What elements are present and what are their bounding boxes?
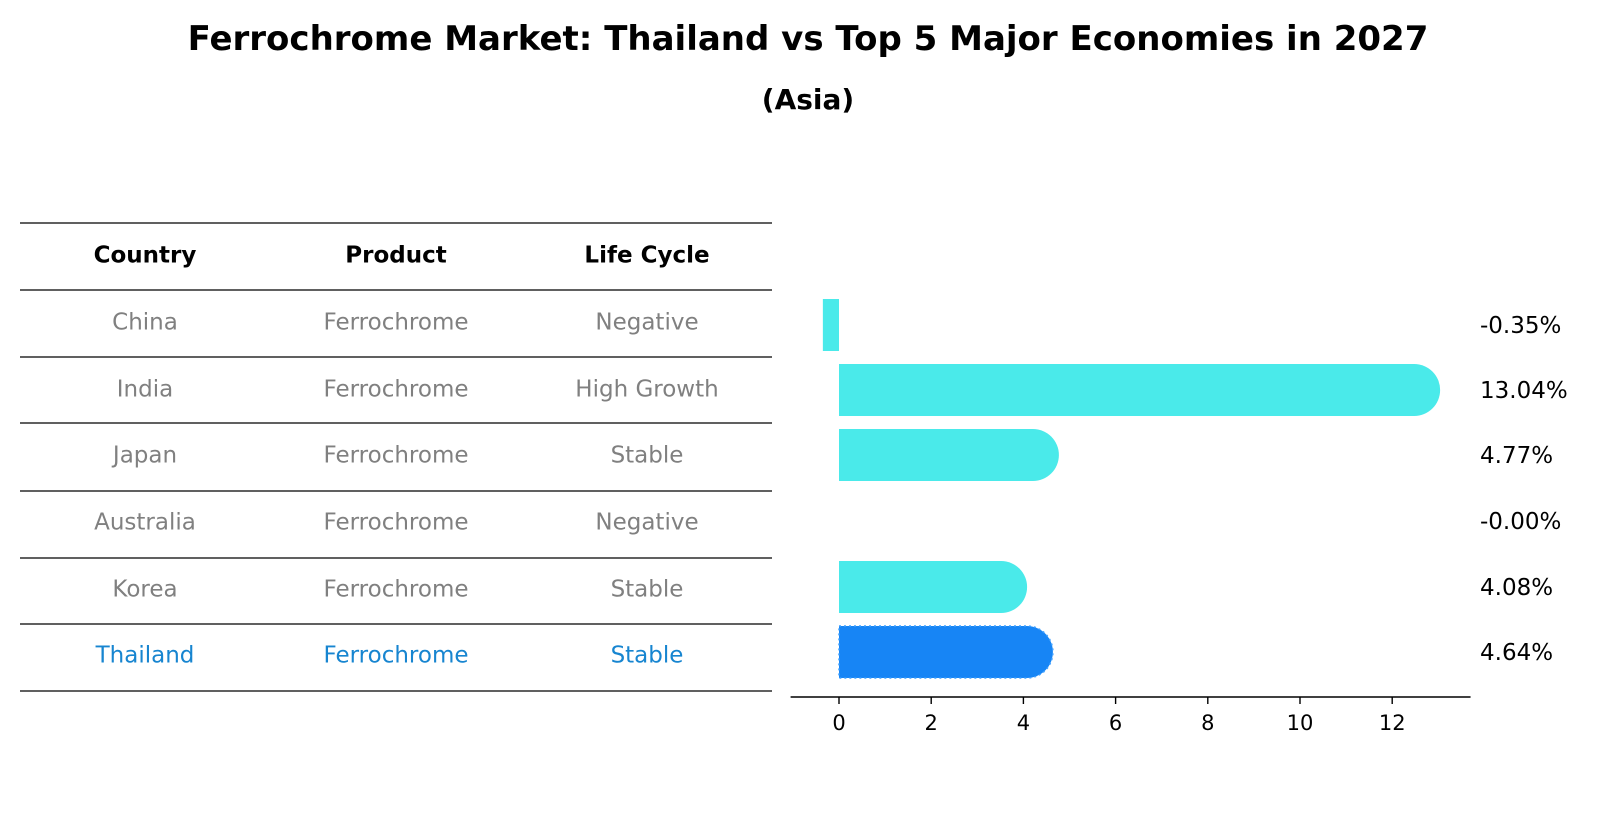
table-cell: Ferrochrome xyxy=(324,577,469,603)
data-table: Country Product Life Cycle China Ferrochrome… xyxy=(20,222,772,692)
bar-mark xyxy=(822,299,839,351)
x-axis: 0 2 4 6 8 10 12 xyxy=(790,696,1471,735)
table-cell: India xyxy=(117,377,173,403)
x-tick-label: 8 xyxy=(1201,711,1214,735)
bar-mark xyxy=(839,561,1028,613)
bar-australia: -0.00% xyxy=(1480,509,1561,535)
value-label: 13.04% xyxy=(1480,378,1568,404)
table-cell: Negative xyxy=(595,310,698,336)
table-cell: Thailand xyxy=(95,643,195,669)
bar-mark xyxy=(839,364,1441,416)
bar-mark xyxy=(839,429,1059,481)
bar-korea: 4.08% xyxy=(839,561,1553,613)
bar-china: -0.35% xyxy=(822,299,1561,351)
table-cell: Stable xyxy=(611,643,684,669)
x-tick-label: 6 xyxy=(1109,711,1122,735)
table-header-cell: Country xyxy=(94,243,197,269)
bar-highlight-outline xyxy=(838,625,1054,679)
table-cell: Stable xyxy=(611,577,684,603)
x-tick-label: 0 xyxy=(832,711,845,735)
x-tick-label: 2 xyxy=(925,711,938,735)
table-cell: High Growth xyxy=(575,377,718,403)
value-label: 4.77% xyxy=(1480,443,1553,469)
table-cell: Japan xyxy=(111,443,177,469)
chart-title: Ferrochrome Market: Thailand vs Top 5 Ma… xyxy=(188,19,1429,59)
table-cell: Australia xyxy=(94,510,196,536)
table-cell: Ferrochrome xyxy=(324,643,469,669)
table-header-cell: Life Cycle xyxy=(584,243,709,269)
table-cell: Ferrochrome xyxy=(324,377,469,403)
x-tick-label: 4 xyxy=(1017,711,1030,735)
bar-thailand: 4.64% xyxy=(838,625,1553,679)
value-label: -0.35% xyxy=(1480,313,1561,339)
table-cell: Negative xyxy=(595,510,698,536)
table-cell: Ferrochrome xyxy=(324,310,469,336)
bar-chart: -0.35% 13.04% 4.77% -0.00% 4.08% 4.64% xyxy=(822,299,1568,679)
value-label: 4.64% xyxy=(1480,640,1553,666)
table-cell: Korea xyxy=(112,577,177,603)
table-header-cell: Product xyxy=(345,243,446,269)
value-label: 4.08% xyxy=(1480,575,1553,601)
table-cell: China xyxy=(112,310,178,336)
table-cell: Stable xyxy=(611,443,684,469)
table-cell: Ferrochrome xyxy=(324,443,469,469)
bar-japan: 4.77% xyxy=(839,429,1553,481)
x-tick-label: 12 xyxy=(1379,711,1406,735)
value-label: -0.00% xyxy=(1480,509,1561,535)
table-cell: Ferrochrome xyxy=(324,510,469,536)
chart-subtitle: (Asia) xyxy=(762,83,854,116)
bar-mark xyxy=(839,626,1053,678)
bar-india: 13.04% xyxy=(839,364,1568,416)
x-tick-label: 10 xyxy=(1287,711,1314,735)
